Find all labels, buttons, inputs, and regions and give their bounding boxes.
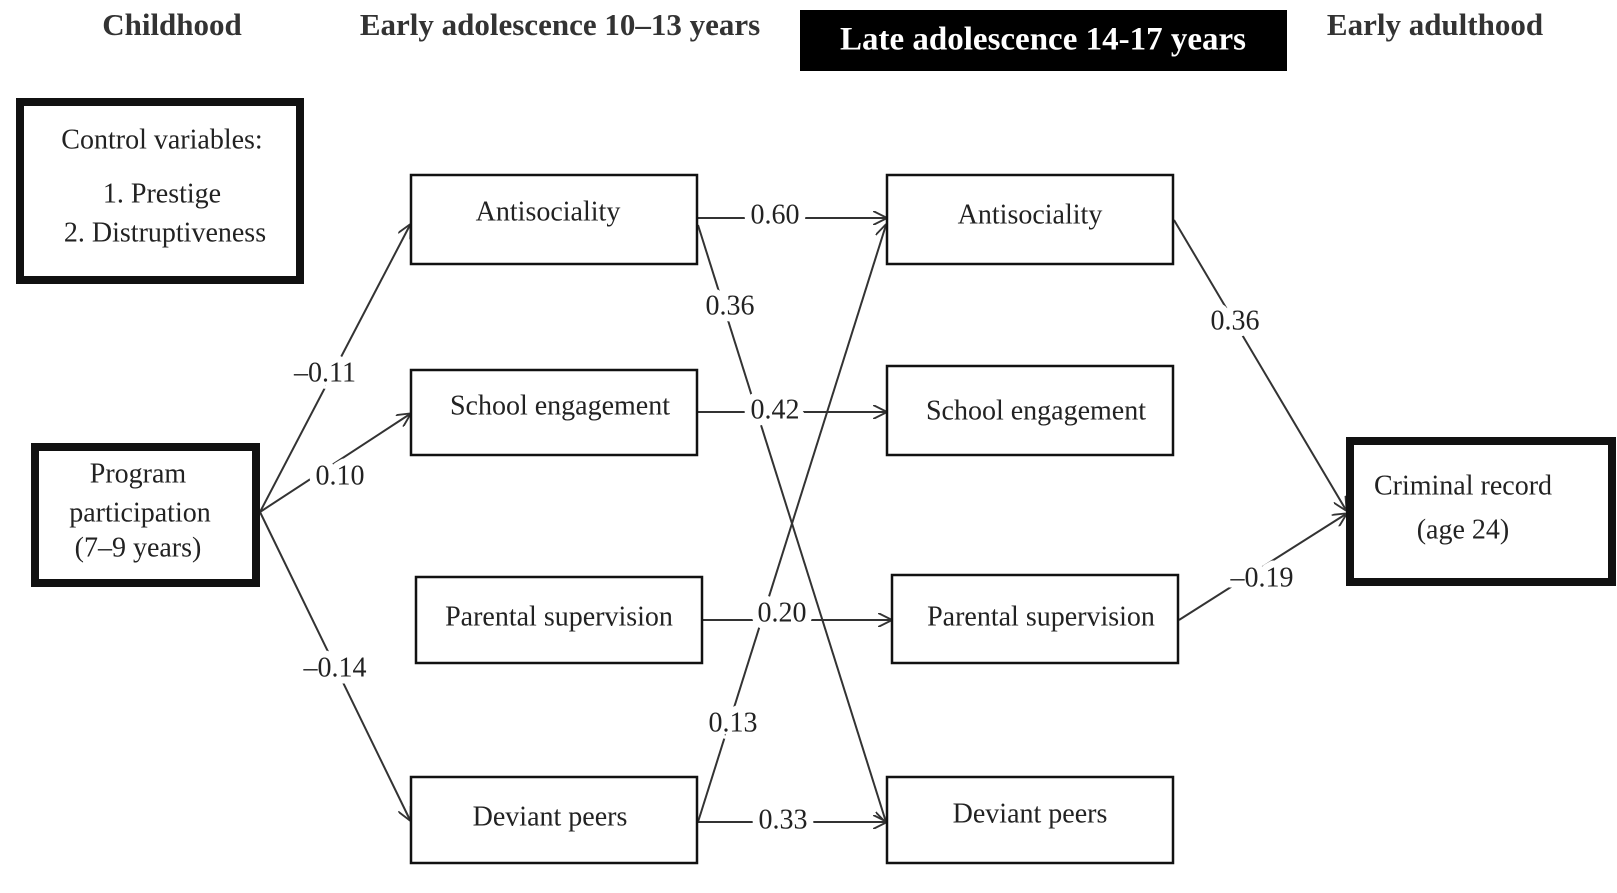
edge-label: 0.36 xyxy=(1211,305,1260,336)
edge-label: –0.14 xyxy=(303,652,367,683)
edge-label: 0.20 xyxy=(758,597,807,628)
node-box xyxy=(1346,437,1616,586)
node-box xyxy=(885,775,1175,865)
node-box xyxy=(885,173,1175,266)
node-label: Antisociality xyxy=(958,199,1103,230)
edge xyxy=(697,225,886,823)
header-box xyxy=(800,10,1287,71)
node-label: School engagement xyxy=(450,390,670,421)
edge-label: 0.60 xyxy=(751,199,800,230)
node-box xyxy=(890,573,1180,665)
edge-label: 0.13 xyxy=(709,707,758,738)
node-label: Antisociality xyxy=(476,196,621,227)
edge xyxy=(1173,219,1346,510)
header: Early adulthood xyxy=(1327,7,1543,42)
edge xyxy=(1178,514,1346,621)
edge-label: –0.19 xyxy=(1230,562,1294,593)
header: Late adolescence 14-17 years xyxy=(840,22,1246,58)
control-box xyxy=(16,98,304,284)
node-label: Deviant peers xyxy=(953,798,1108,829)
header: Early adolescence 10–13 years xyxy=(360,7,760,42)
node-label: (7–9 years) xyxy=(75,532,202,563)
node-label: Criminal record xyxy=(1374,470,1552,501)
node-box xyxy=(409,368,699,457)
node-label: (age 24) xyxy=(1417,514,1510,545)
node-box xyxy=(31,443,260,587)
control-item: 1. Prestige xyxy=(103,178,221,209)
edge xyxy=(259,414,410,513)
edge-label: 0.42 xyxy=(751,394,800,425)
node-label: School engagement xyxy=(926,395,1146,426)
node-label: participation xyxy=(69,497,211,528)
edge-label: 0.36 xyxy=(706,290,755,321)
node-box xyxy=(885,364,1175,457)
node-box xyxy=(409,173,699,266)
node-label: Deviant peers xyxy=(473,801,628,832)
edges xyxy=(259,218,1346,823)
edge-label: –0.11 xyxy=(293,357,356,388)
edge xyxy=(259,225,410,513)
control-item: 2. Distruptiveness xyxy=(64,217,266,248)
node-box xyxy=(409,775,699,865)
edge xyxy=(259,511,410,820)
node-box xyxy=(414,575,704,665)
node-label: Parental supervision xyxy=(445,601,673,632)
header: Childhood xyxy=(102,7,242,42)
node-label: Program xyxy=(90,458,187,489)
edge-label: 0.33 xyxy=(759,804,808,835)
node-label: Parental supervision xyxy=(927,601,1155,632)
edge-label: 0.10 xyxy=(316,460,365,491)
control-title: Control variables: xyxy=(61,124,262,155)
